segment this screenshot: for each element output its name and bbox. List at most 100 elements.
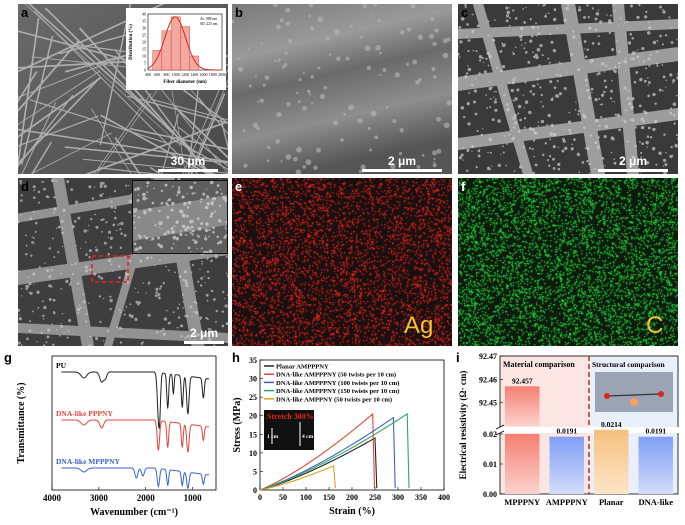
inset-y-tick: 0 (144, 68, 146, 73)
inset-x-tick: 400 (145, 72, 151, 77)
ftir-x-tick: 4000 (43, 493, 62, 503)
ftir-series-line (61, 419, 210, 453)
ss-x-tick: 300 (392, 493, 404, 502)
inset-x-tick: 2000 (218, 72, 226, 77)
ftir-x-tick: 1000 (184, 493, 203, 503)
ss-series-curve (259, 465, 336, 491)
material-comparison-label: Material comparison (503, 360, 575, 369)
ss-legend-entry: DNA-like AMPPPNY (50 twists per 10 cm) (276, 372, 396, 379)
panel-c-sem-image: c 2 μm (458, 4, 678, 174)
inset-y-tick: 15 (142, 47, 146, 52)
histogram-bar (180, 26, 190, 71)
ftir-series-label: DNA-like PPPNY (56, 409, 113, 418)
ss-x-tick: 400 (438, 493, 450, 502)
res-value-label: 0.0214 (601, 420, 622, 429)
ftir-x-tick: 2000 (137, 493, 156, 503)
ss-y-tick: 25 (249, 393, 257, 402)
ss-x-label: Strain (%) (329, 506, 375, 517)
ss-x-tick: 50 (279, 493, 287, 502)
panel-d-label: d (21, 179, 29, 194)
ftir-x-tick: 3000 (90, 493, 109, 503)
res-inset-clip (658, 391, 664, 397)
panel-g-ftir-chart: g 4000 3000 2000 1000 Wavenumber (cm⁻¹) Trans… (4, 350, 230, 522)
inset-x-tick: 1200 (181, 72, 189, 77)
ftir-plot-frame (51, 355, 217, 491)
panel-b-label: b (235, 5, 243, 20)
ss-series-curve (259, 412, 410, 491)
c-distribution-map (458, 178, 678, 346)
res-inset-clip (604, 393, 610, 399)
res-value-label: 0.0191 (645, 427, 666, 436)
res-value-label: 0.0191 (556, 427, 577, 436)
res-category-label: Planar (599, 497, 624, 507)
panel-b-fiber-surface (232, 4, 452, 174)
panel-b-scale-text: 2 μm (387, 154, 417, 168)
inset-y-tick: 30 (142, 26, 146, 31)
ss-inset-photo-label: 4 cm (302, 434, 314, 440)
panel-c-label: c (461, 5, 469, 20)
ss-x-tick: 0 (258, 493, 262, 502)
inset-x-tick: 800 (164, 72, 170, 77)
ss-x-tick: 150 (323, 493, 335, 502)
ss-y-tick: 15 (249, 430, 257, 439)
ss-x-tick: 250 (369, 493, 381, 502)
panel-b-sem-image: b 2 μm (232, 4, 452, 174)
res-category-label: AMPPPNY (546, 497, 588, 507)
res-y-tick: 0.00 (483, 490, 497, 499)
ss-x-tick: 350 (415, 493, 427, 502)
ag-element-label: Ag (404, 312, 434, 339)
inset-x-tick: 1800 (209, 72, 217, 77)
inset-y-tick: 25 (142, 33, 146, 38)
ss-x-tick: 200 (346, 493, 358, 502)
ftir-spectra: 4000 3000 2000 1000 Wavenumber (cm⁻¹) Transmi… (16, 355, 217, 518)
panel-h-label: h (232, 350, 240, 365)
ss-x-tick: 100 (300, 493, 312, 502)
ss-inset-photo-label: 1 cm (267, 434, 279, 440)
res-y-tick: 0.02 (483, 430, 497, 439)
panel-d-sem-image: d 2 μm (18, 178, 228, 346)
c-element-label: C (646, 312, 664, 339)
res-bar (505, 434, 540, 494)
ftir-series-line (61, 371, 210, 430)
panel-a-inset: 400 600 800 1000 1200 1400 1600 1800 2000 0 5 10 15 2… (126, 8, 226, 90)
panel-d-scale-text: 2 μm (189, 326, 219, 340)
ss-y-tick: 30 (249, 375, 257, 384)
histogram-bar (170, 16, 181, 71)
inset-y-tick: 5 (144, 61, 146, 66)
panel-d-scalebar: 2 μm (184, 326, 224, 344)
res-bar (594, 429, 629, 494)
res-inset-led (630, 398, 638, 406)
res-bar (549, 436, 584, 494)
ss-series-curve (259, 412, 376, 491)
panel-i-label: i (456, 350, 460, 365)
inset-y-tick: 35 (142, 19, 146, 24)
panel-e-label: e (235, 179, 243, 194)
ftir-series-label: PU (56, 361, 67, 370)
ftir-y-label: Transmittance (%) (16, 382, 27, 463)
ss-legend-entry: DNA-like AMPPPNY (100 twists per 10 cm) (276, 380, 399, 387)
panel-a-scale-text: 30 μm (170, 154, 206, 168)
ftir-x-label: Wavenumber (cm⁻¹) (90, 507, 178, 518)
res-y-tick: 92.45 (479, 399, 497, 408)
inset-y-tick: 20 (142, 40, 146, 45)
res-y-tick: 92.46 (479, 375, 497, 384)
res-y-tick: 92.47 (479, 352, 497, 361)
panel-h-stress-strain-chart: h 0 50 100 150 200 250 300 350 400 0 5 10 15 20 25 30 35… (232, 350, 454, 522)
ag-distribution-map (232, 178, 452, 346)
res-category-label: DNA-like (639, 497, 674, 507)
panel-c-coated-fibers (458, 4, 678, 174)
panel-d-zoom-inset (131, 180, 228, 255)
panel-f-eds-c-map: f C (458, 178, 678, 346)
panel-c-scalebar: 2 μm (598, 154, 668, 172)
ss-y-tick: 20 (249, 412, 257, 421)
ss-y-tick: 5 (253, 467, 257, 476)
res-inset-fiber (606, 393, 662, 397)
panel-f-label: f (461, 179, 466, 194)
inset-y-tick: 10 (142, 54, 146, 59)
res-y-label: Electrical resistivity (Ω· cm) (458, 371, 468, 480)
stress-strain-curves: 0 50 100 150 200 250 300 350 400 0 5 10 15 20 25 30 35 St… (232, 356, 450, 517)
res-bar (638, 436, 673, 494)
panel-d-zoom-image (131, 180, 228, 255)
fiber-diameter-histogram: 400 600 800 1000 1200 1400 1600 1800 2000 0 5 10 15 2… (129, 12, 226, 86)
axis-break-mark (495, 424, 505, 430)
